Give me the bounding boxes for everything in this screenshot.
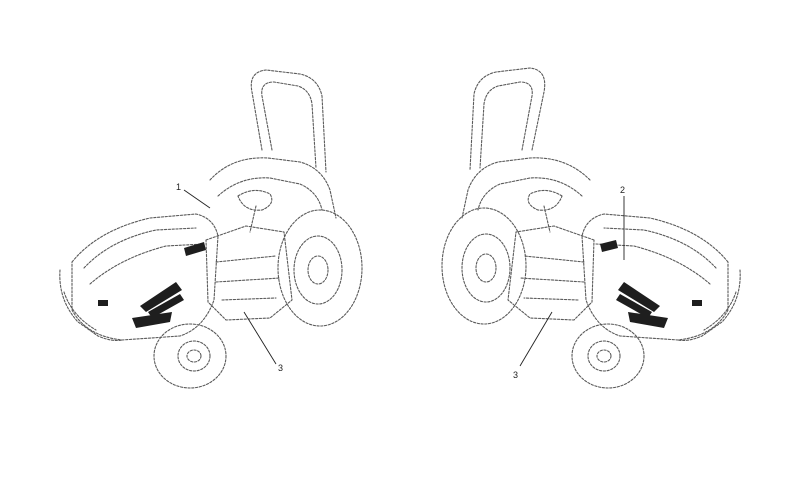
callout-3-left-label: 3 xyxy=(278,363,283,373)
left-tractor-view: 1 3 xyxy=(60,70,362,388)
right-front-hub xyxy=(588,341,620,371)
right-tractor-view: 2 3 xyxy=(442,68,740,388)
right-seat-area xyxy=(462,158,590,218)
right-callout-3-leader xyxy=(520,312,552,366)
left-rops-frame xyxy=(251,70,326,172)
left-seat-area xyxy=(210,158,336,218)
right-chassis xyxy=(508,226,594,320)
left-callout-3-leader xyxy=(244,312,276,364)
right-front-wheel xyxy=(572,324,644,388)
left-front-hub xyxy=(178,341,210,371)
callout-2-label: 2 xyxy=(620,185,625,195)
right-rear-hub xyxy=(462,234,510,302)
right-rear-wheel xyxy=(442,208,526,324)
left-front-wheel xyxy=(154,324,226,388)
right-side-decal xyxy=(600,240,618,252)
left-steering xyxy=(238,190,272,232)
right-rops-frame xyxy=(470,68,545,170)
right-hood-decal xyxy=(616,282,668,328)
callout-3-right-label: 3 xyxy=(513,370,518,380)
right-steering xyxy=(528,190,562,232)
left-hood-decal xyxy=(132,282,184,328)
callout-1-label: 1 xyxy=(176,182,181,192)
left-chassis xyxy=(206,226,292,320)
left-rear-hub xyxy=(294,236,342,304)
left-rear-wheel xyxy=(278,210,362,326)
left-callout-1-leader xyxy=(184,190,210,208)
